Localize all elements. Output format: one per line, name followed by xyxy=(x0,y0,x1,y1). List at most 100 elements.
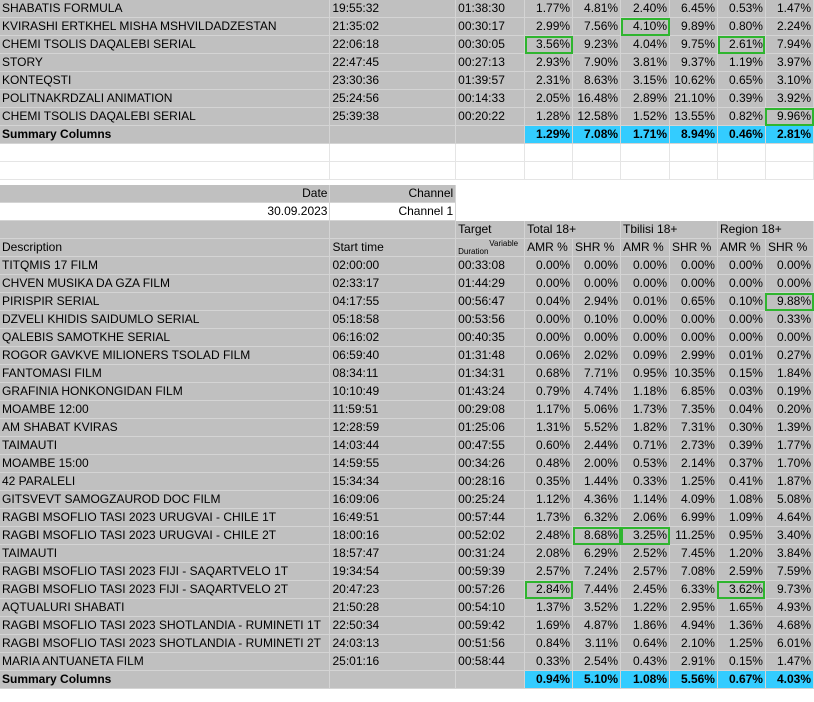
tbilisi-amr-cell: 2.06% xyxy=(620,508,670,527)
tbilisi-shr-cell: 0.00% xyxy=(669,256,718,275)
start-time-cell: 05:18:58 xyxy=(329,310,457,329)
region-shr-cell: 3.92% xyxy=(765,89,814,108)
tbilisi-shr-cell: 4.09% xyxy=(669,490,718,509)
duration-cell: 00:57:26 xyxy=(455,580,526,599)
table-row: MARIA ANTUANETA FILM 25:01:16 00:58:44 0.33… xyxy=(0,652,814,671)
tbilisi-header: Tbilisi 18+ xyxy=(620,220,718,239)
region-amr-cell: 0.10% xyxy=(717,292,766,311)
tbilisi-shr-cell: 9.89% xyxy=(669,17,718,36)
tbilisi-shr-cell: 2.91% xyxy=(669,652,718,671)
total-shr-cell: 2.02% xyxy=(572,346,622,365)
table-row: RAGBI MSOFLIO TASI 2023 SHOTLANDIA - RUM… xyxy=(0,634,814,653)
summary-value: 0.67% xyxy=(717,670,766,689)
summary-value: 1.29% xyxy=(524,125,574,144)
start-time-cell: 19:34:54 xyxy=(329,562,457,581)
date-value: 30.09.2023 xyxy=(0,202,331,221)
table-row: RAGBI MSOFLIO TASI 2023 FIJI - SAQARTVEL… xyxy=(0,580,814,599)
total-amr-cell: 0.04% xyxy=(524,292,574,311)
tbilisi-amr-cell: 2.45% xyxy=(620,580,670,599)
duration-cell: 00:52:02 xyxy=(455,526,526,545)
region-amr-cell: 0.82% xyxy=(717,107,766,126)
table-row: STORY 22:47:45 00:27:13 2.93% 7.90% 3.81% 9.37… xyxy=(0,53,814,72)
variable-label: Variable xyxy=(489,239,519,248)
tbilisi-amr-cell: 2.89% xyxy=(620,89,671,108)
table-row: KVIRASHI ERTKHEL MISHA MSHVILDADZESTAN 21… xyxy=(0,17,814,36)
table-row: RAGBI MSOFLIO TASI 2023 URUGVAI - CHILE … xyxy=(0,508,814,527)
tbilisi-shr-cell: 9.75% xyxy=(669,35,718,54)
table-row: FANTOMASI FILM 08:34:11 01:34:31 0.68% 7.71%… xyxy=(0,364,814,383)
region-shr-cell: 1.77% xyxy=(765,436,814,455)
program-description: KVIRASHI ERTKHEL MISHA MSHVILDADZESTAN xyxy=(0,17,331,36)
tbilisi-shr-cell: 10.35% xyxy=(669,364,718,383)
start-time-cell: 04:17:55 xyxy=(329,292,457,311)
tbilisi-shr-cell: 0.00% xyxy=(669,310,718,329)
total-amr-cell: 2.99% xyxy=(524,17,574,36)
tbilisi-amr-cell: 1.22% xyxy=(620,598,670,617)
summary-value: 0.94% xyxy=(524,670,574,689)
region-amr-cell: 0.80% xyxy=(717,17,766,36)
region-shr-cell: 0.27% xyxy=(765,346,814,365)
program-description: RAGBI MSOFLIO TASI 2023 FIJI - SAQARTVEL… xyxy=(0,562,331,581)
start-time-cell: 18:57:47 xyxy=(329,544,457,563)
total-amr-cell: 0.35% xyxy=(524,472,574,491)
program-description: GITSVEVT SAMOGZAUROD DOC FILM xyxy=(0,490,331,509)
region-amr-cell: 0.15% xyxy=(717,364,766,383)
summary-value: 1.08% xyxy=(620,670,670,689)
start-time-cell: 19:55:32 xyxy=(329,0,457,18)
region-shr-cell: 9.73% xyxy=(765,580,814,599)
target-header: Target xyxy=(455,220,526,239)
region-shr-cell: 9.96% xyxy=(765,107,814,126)
start-time-cell: 20:47:23 xyxy=(329,580,457,599)
program-description: FANTOMASI FILM xyxy=(0,364,331,383)
region-shr-cell: 1.70% xyxy=(765,454,814,473)
channel-value: Channel 1 xyxy=(329,202,457,221)
region-amr-cell: 1.09% xyxy=(717,508,766,527)
program-description: CHEMI TSOLIS DAQALEBI SERIAL xyxy=(0,35,331,54)
total-shr-header: SHR % xyxy=(572,238,622,257)
tbilisi-shr-cell: 7.08% xyxy=(669,562,718,581)
program-description: MOAMBE 12:00 xyxy=(0,400,331,419)
region-shr-cell: 3.97% xyxy=(765,53,814,72)
total-amr-cell: 0.00% xyxy=(524,274,574,293)
total-amr-cell: 0.48% xyxy=(524,454,574,473)
duration-cell: 01:43:24 xyxy=(455,382,526,401)
tbilisi-amr-cell: 1.14% xyxy=(620,490,670,509)
region-amr-cell: 0.65% xyxy=(717,71,766,90)
table-row: CHVEN MUSIKA DA GZA FILM 02:33:17 01:44:29… xyxy=(0,274,814,293)
total-amr-cell: 0.79% xyxy=(524,382,574,401)
total-amr-cell: 1.37% xyxy=(524,598,574,617)
tbilisi-shr-cell: 10.62% xyxy=(669,71,718,90)
start-time-cell: 22:50:34 xyxy=(329,616,457,635)
duration-cell: 00:51:56 xyxy=(455,634,526,653)
program-description: SHABATIS FORMULA xyxy=(0,0,331,18)
program-description: MOAMBE 15:00 xyxy=(0,454,331,473)
start-time-cell: 21:35:02 xyxy=(329,17,457,36)
start-time-cell: 25:24:56 xyxy=(329,89,457,108)
total-amr-cell: 0.00% xyxy=(524,310,574,329)
region-shr-cell: 0.33% xyxy=(765,310,814,329)
empty-row xyxy=(0,143,814,162)
tbilisi-shr-cell: 6.33% xyxy=(669,580,718,599)
duration-cell: 00:14:33 xyxy=(455,89,526,108)
empty-row xyxy=(0,161,814,180)
region-shr-cell: 3.84% xyxy=(765,544,814,563)
region-shr-cell: 3.40% xyxy=(765,526,814,545)
summary-value: 0.46% xyxy=(717,125,766,144)
table-row: KONTEQSTI 23:30:36 01:39:57 2.31% 8.63% 3.15%… xyxy=(0,71,814,90)
tbilisi-shr-cell: 7.35% xyxy=(669,400,718,419)
tbilisi-shr-cell: 1.25% xyxy=(669,472,718,491)
region-header: Region 18+ xyxy=(717,220,814,239)
tbilisi-amr-cell: 0.09% xyxy=(620,346,670,365)
duration-cell: 00:59:39 xyxy=(455,562,526,581)
region-amr-cell: 1.65% xyxy=(717,598,766,617)
region-shr-cell: 6.01% xyxy=(765,634,814,653)
total-shr-cell: 6.32% xyxy=(572,508,622,527)
region-shr-cell: 0.00% xyxy=(765,256,814,275)
tbilisi-amr-cell: 0.71% xyxy=(620,436,670,455)
region-shr-cell: 4.93% xyxy=(765,598,814,617)
table-row: AM SHABAT KVIRAS 12:28:59 01:25:06 1.31% 5.5… xyxy=(0,418,814,437)
program-description: CHVEN MUSIKA DA GZA FILM xyxy=(0,274,331,293)
total-amr-cell: 1.17% xyxy=(524,400,574,419)
total-amr-cell: 0.33% xyxy=(524,652,574,671)
total-amr-cell: 0.00% xyxy=(524,328,574,347)
